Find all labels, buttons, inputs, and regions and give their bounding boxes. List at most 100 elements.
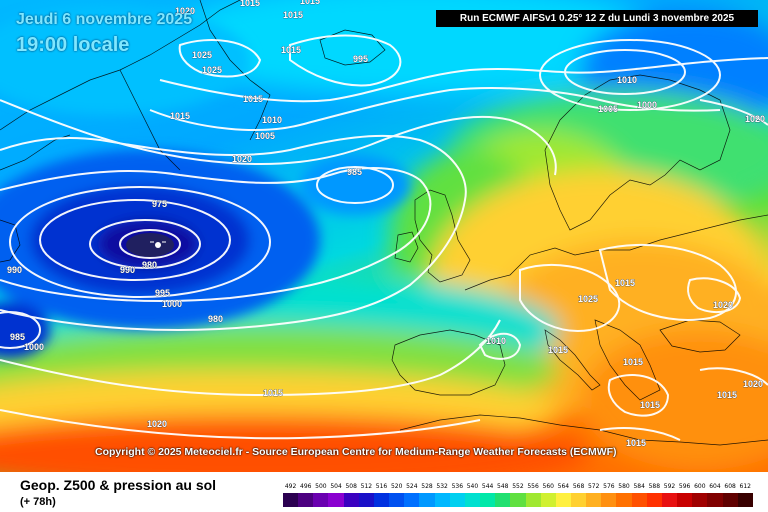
isobar-1025-greenland: [178, 39, 262, 78]
isobar-1015-balkan: [607, 374, 670, 417]
color-scale: 492 496 500 504 508 512 516 520 524 528 532 536 540 5…: [283, 482, 753, 508]
british-isles-outline: [394, 189, 471, 283]
scale-value-label: 504: [330, 483, 342, 490]
isobar-1000-east: [699, 99, 768, 126]
scale-value-label: 532: [436, 483, 448, 490]
geopotential-pressure-map: 1020 1015 1015 1015 1025 1025 1015 1015 …: [0, 0, 768, 472]
model-run-info: Run ECMWF AIFSv1 0.25° 12 Z du Lundi 3 n…: [436, 10, 758, 27]
isobar-980: [89, 219, 201, 269]
scale-color-swatch: [692, 493, 708, 507]
pressure-label: 1020: [147, 419, 167, 429]
scale-color-swatch: [434, 493, 450, 507]
pressure-label: 1020: [713, 300, 733, 310]
scale-value-label: 600: [694, 483, 706, 490]
scale-value-label: 536: [451, 483, 464, 490]
isobar-1025-east: [687, 277, 742, 314]
scale-color-swatch: [373, 493, 390, 507]
scandinavia-outline: [544, 74, 731, 231]
greenland-east-outline: [199, 0, 271, 141]
scale-color-swatch: [707, 493, 723, 507]
scale-value-label: 528: [421, 483, 433, 490]
scale-value-label: 568: [572, 483, 585, 490]
scale-value-label: 548: [497, 483, 509, 490]
isobar-1005: [0, 99, 557, 176]
scale-color-swatch: [555, 493, 571, 507]
legend-bar: Geop. Z500 & pression au sol (+ 78h) 492…: [0, 472, 768, 512]
scale-value-label: 584: [633, 483, 645, 490]
pressure-label: 1010: [617, 75, 637, 85]
pressure-label: 1000: [637, 100, 657, 110]
pressure-label: 1010: [262, 115, 282, 125]
copyright-notice: Copyright © 2025 Meteociel.fr - Source E…: [95, 446, 617, 458]
pressure-label: 1000: [24, 342, 44, 352]
scale-color-swatch: [661, 493, 678, 507]
scale-color-swatch: [737, 493, 753, 507]
scale-color-swatch: [540, 493, 556, 507]
land-outlines: [0, 0, 768, 446]
scale-color-swatch: [389, 493, 405, 507]
color-scale-swatches: [283, 493, 753, 507]
africa-outline: [399, 414, 768, 446]
scale-color-swatch: [601, 493, 617, 507]
scale-value-label: 544: [481, 483, 494, 490]
pressure-label: 1000: [162, 299, 182, 309]
scale-value-label: 560: [542, 483, 554, 490]
pressure-label: 1025: [202, 65, 222, 75]
pressure-label: 1015: [283, 10, 303, 20]
iberia-outline: [391, 329, 506, 396]
isobar-990: [9, 186, 271, 298]
pressure-label: 1015: [263, 388, 283, 398]
iceland-outline: [319, 29, 386, 66]
map-title: Geop. Z500 & pression au sol: [20, 477, 217, 493]
isobar-1000: [0, 134, 467, 331]
scale-color-swatch: [343, 493, 359, 507]
pressure-label: 1025: [578, 294, 598, 304]
pressure-label: 990: [120, 265, 135, 275]
pressure-label: 1025: [192, 50, 212, 60]
scale-color-swatch: [570, 493, 587, 507]
pressure-labels: 1020 1015 1015 1015 1025 1025 1015 1015 …: [7, 0, 766, 448]
pressure-label: 1015: [240, 0, 260, 8]
pressure-label: 1015: [281, 45, 301, 55]
scale-color-swatch: [510, 493, 526, 507]
forecast-step: (+ 78h): [20, 496, 56, 508]
scale-color-swatch: [631, 493, 647, 507]
scale-color-swatch: [646, 493, 662, 507]
pressure-label: 1015: [243, 94, 263, 104]
scale-value-label: 596: [678, 483, 691, 490]
scale-value-label: 508: [345, 483, 357, 490]
scale-value-label: 540: [466, 483, 479, 490]
scale-color-swatch: [298, 493, 314, 507]
scale-value-label: 604: [709, 483, 721, 490]
scale-value-label: 500: [315, 483, 327, 490]
pressure-label: 1015: [615, 278, 635, 288]
isobar-1020-east: [598, 244, 737, 321]
scale-color-swatch: [404, 493, 420, 507]
isobar-1015: [159, 57, 768, 103]
pressure-label: 1015: [717, 390, 737, 400]
isobar-1010: [149, 87, 721, 131]
pressure-label: 1015: [548, 345, 568, 355]
isobar-995: [0, 167, 432, 302]
isobar-1005-norway: [539, 39, 721, 111]
pressure-label: 985: [10, 332, 25, 342]
pressure-label: 1015: [300, 0, 320, 6]
isobar-1020-north: [289, 34, 402, 87]
scale-value-label: 572: [587, 483, 600, 490]
scale-value-label: 556: [527, 483, 539, 490]
scale-color-swatch: [449, 493, 465, 507]
pressure-label: 995: [155, 288, 170, 298]
scale-color-swatch: [495, 493, 511, 507]
isobar-1015-central: [519, 264, 621, 332]
scale-value-label: 608: [724, 483, 736, 490]
color-scale-labels: 492 496 500 504 508 512 516 520 524 528 532 536 540 5…: [283, 482, 753, 491]
pressure-label: 975: [152, 199, 167, 209]
scale-value-label: 552: [512, 483, 524, 490]
pressure-label: 1020: [175, 6, 195, 16]
pressure-label: 985: [347, 167, 362, 177]
scale-value-label: 520: [390, 483, 403, 490]
scale-color-swatch: [525, 493, 541, 507]
scale-value-label: 564: [557, 483, 570, 490]
pressure-label: 1020: [743, 379, 763, 389]
